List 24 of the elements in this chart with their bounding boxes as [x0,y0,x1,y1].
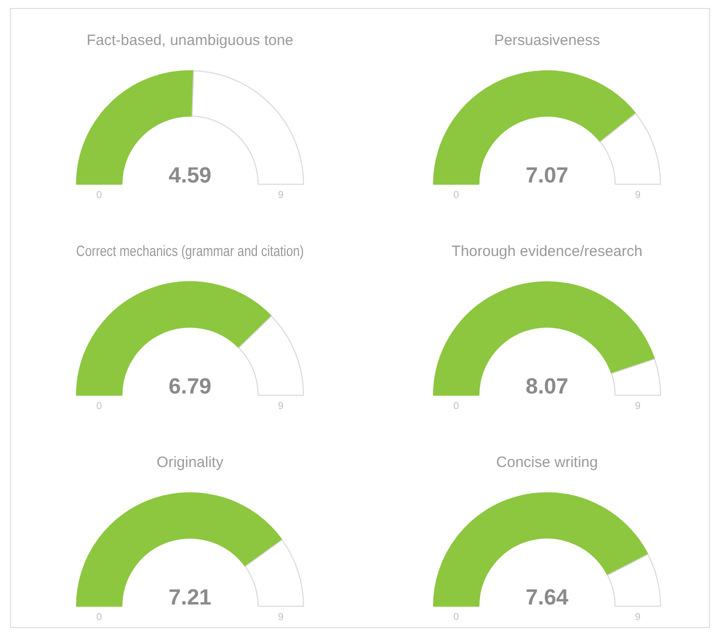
text: 0 [96,190,102,201]
data-label: 7.64 [526,584,570,610]
text: 0 [96,401,102,412]
text: 0 [453,190,460,201]
text: 9 [278,401,284,412]
text: 9 [635,612,642,623]
chart-title: Correct mechanics (grammar and citation) [76,242,304,260]
data-label: 7.07 [526,162,568,188]
text: 0 [453,612,460,623]
chart-title: Fact-based, unambiguous tone [86,32,294,50]
text: 0 [453,401,460,412]
data-label: 8.07 [526,373,568,398]
text: 9 [635,401,642,412]
text: 9 [278,612,284,623]
chart-title: Concise writing [496,454,598,472]
chart-title: Thorough evidence/research [452,243,642,260]
chart-title: Persuasiveness [494,32,600,50]
data-label: 7.21 [168,584,212,610]
text: 0 [96,612,102,623]
chart-title: Originality [156,454,224,472]
text: 9 [278,190,284,201]
data-label: 6.79 [168,373,212,398]
text: 9 [635,190,642,201]
data-label: 4.59 [168,162,212,188]
